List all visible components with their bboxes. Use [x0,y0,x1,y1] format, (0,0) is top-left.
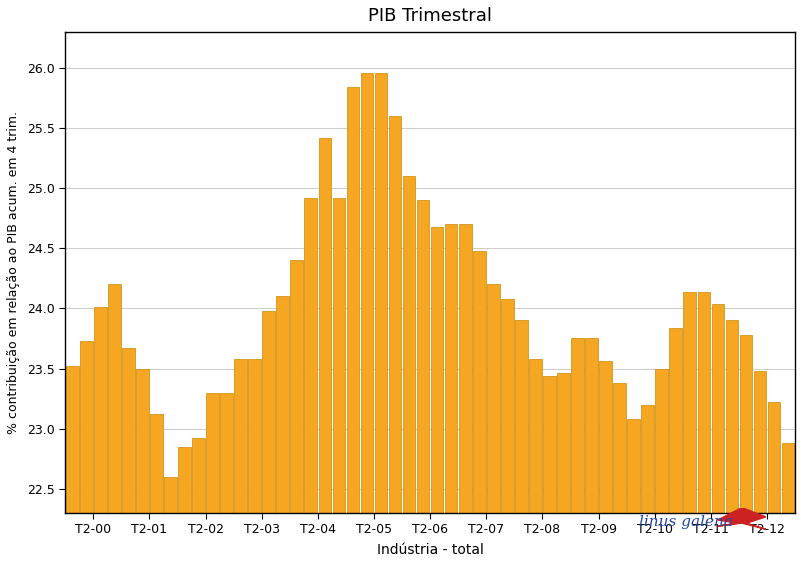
Bar [431,227,444,513]
Bar [445,224,457,513]
Bar [221,393,233,513]
Bar [529,359,541,513]
Bar [683,292,696,513]
Bar [642,404,654,513]
Bar [305,198,317,513]
Bar [473,251,485,513]
Bar [94,307,107,513]
Bar [333,198,345,513]
Bar [487,284,500,513]
Bar [136,368,148,513]
Bar [361,73,373,513]
Bar [614,383,626,513]
Bar [571,338,584,513]
Bar [375,73,387,513]
Bar [459,224,472,513]
Bar [234,359,247,513]
Bar [543,376,556,513]
Bar [249,359,261,513]
Bar [627,419,640,513]
Bar [66,366,79,513]
Bar [585,338,597,513]
Bar [403,176,415,513]
Bar [782,443,794,513]
Bar [557,373,569,513]
Y-axis label: % contribuição em relação ao PIB acum. em 4 trim.: % contribuição em relação ao PIB acum. e… [7,111,20,434]
Bar [389,116,401,513]
Bar [122,348,135,513]
Bar [711,303,724,513]
Bar [346,87,359,513]
Bar [515,320,528,513]
Bar [754,371,766,513]
Bar [290,261,303,513]
Bar [262,311,275,513]
Bar [670,328,682,513]
Bar [599,362,612,513]
Polygon shape [718,508,766,529]
Bar [768,402,780,513]
Bar [192,438,205,513]
Bar [417,200,429,513]
Bar [739,335,752,513]
Text: linus galena: linus galena [638,515,733,528]
X-axis label: Indústria - total: Indústria - total [377,543,484,557]
Bar [698,292,710,513]
Bar [80,341,92,513]
Bar [164,477,176,513]
Bar [501,299,513,513]
Bar [206,393,219,513]
Bar [655,368,668,513]
Bar [108,284,120,513]
Bar [150,414,163,513]
Title: PIB Trimestral: PIB Trimestral [368,7,492,25]
Bar [726,320,738,513]
Bar [178,447,191,513]
Bar [277,297,289,513]
Bar [318,138,331,513]
